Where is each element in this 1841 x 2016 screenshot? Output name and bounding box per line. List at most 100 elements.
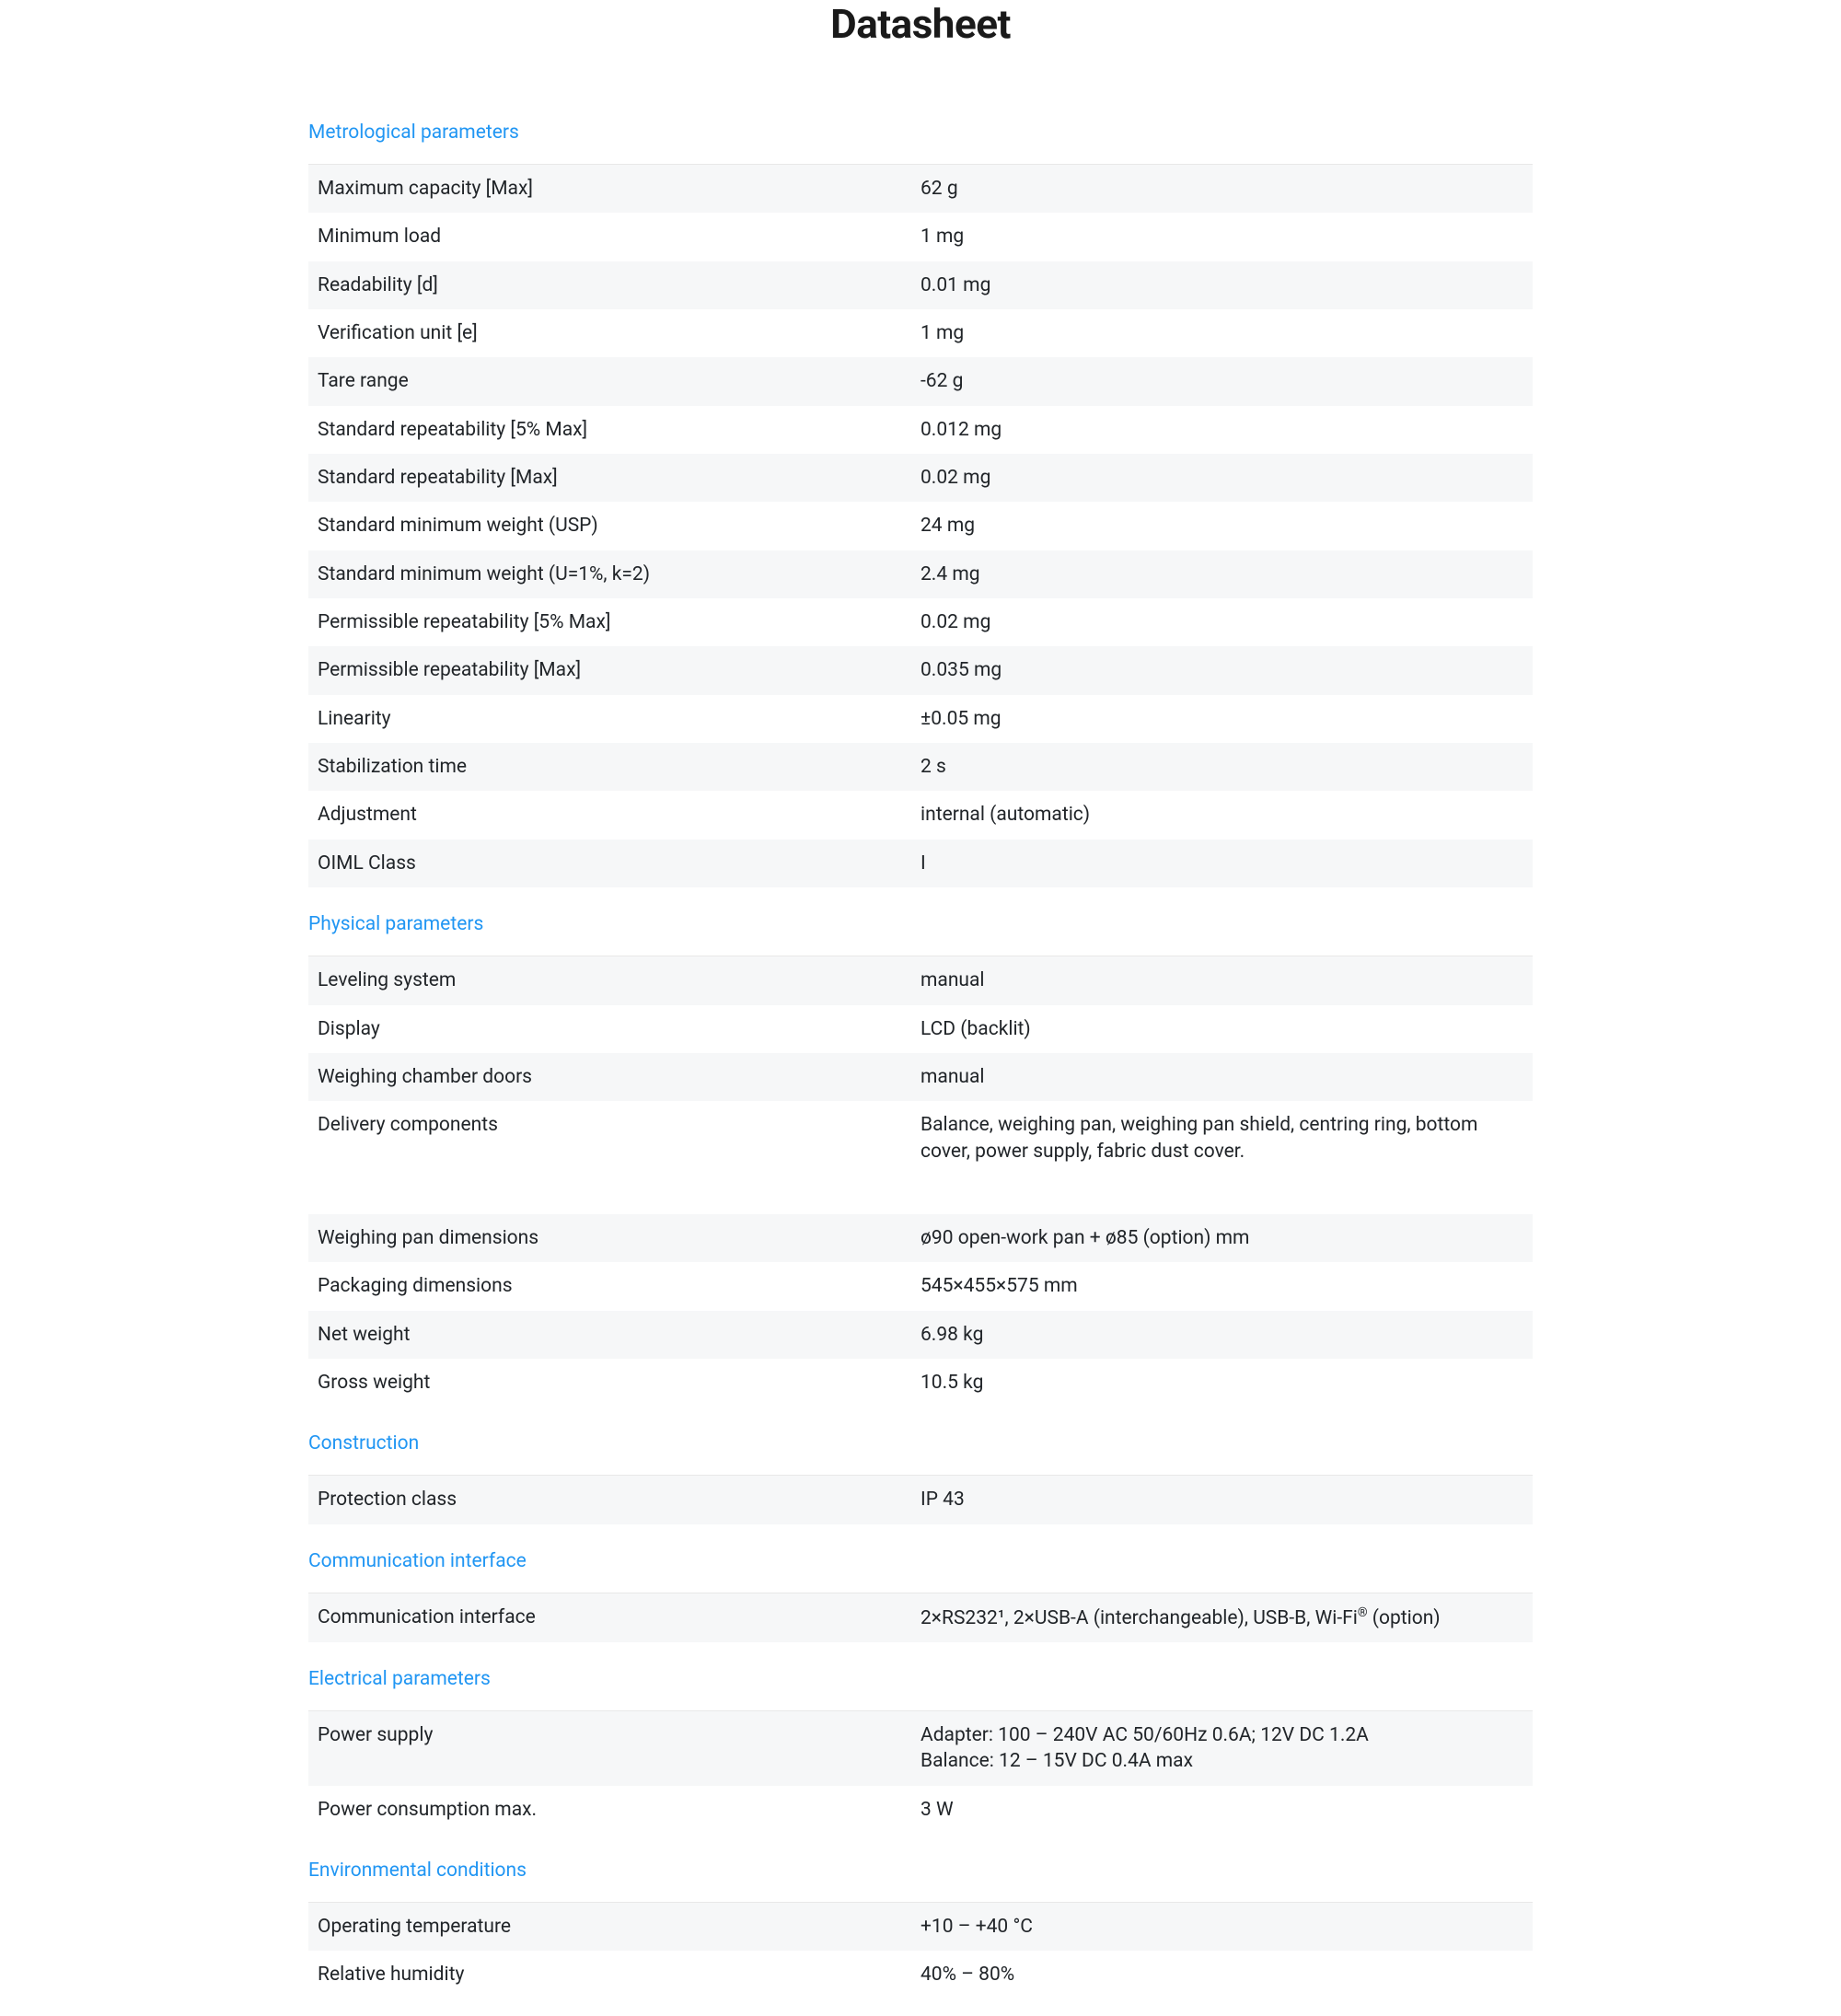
spec-value: 24 mg (920, 502, 1533, 550)
section-gap (308, 1192, 1533, 1214)
section-header: Construction (308, 1423, 1533, 1476)
table-row: Net weight6.98 kg (308, 1311, 1533, 1359)
table-row: OIML ClassI (308, 840, 1533, 887)
table-row: Weighing chamber doorsmanual (308, 1053, 1533, 1101)
table-row: Adjustmentinternal (automatic) (308, 791, 1533, 839)
spec-table: Maximum capacity [Max]62 gMinimum load1 … (308, 165, 1533, 887)
spec-label: Net weight (308, 1311, 920, 1359)
spec-value: 40% – 80% (920, 1951, 1533, 1999)
table-row: Tare range-62 g (308, 357, 1533, 405)
spec-table: Leveling systemmanualDisplayLCD (backlit… (308, 956, 1533, 1176)
table-row: Power consumption max.3 W (308, 1786, 1533, 1834)
spec-label: Relative humidity (308, 1951, 920, 1999)
spec-label: Tare range (308, 357, 920, 405)
spec-label: Standard minimum weight (USP) (308, 502, 920, 550)
spec-value: 0.035 mg (920, 646, 1533, 694)
table-row: Delivery componentsBalance, weighing pan… (308, 1101, 1533, 1176)
spec-value: 1 mg (920, 309, 1533, 357)
spec-label: Packaging dimensions (308, 1262, 920, 1310)
section-block: Communication interfaceCommunication int… (308, 1541, 1533, 1642)
section-header: Metrological parameters (308, 112, 1533, 165)
spec-value: internal (automatic) (920, 791, 1533, 839)
section-block: Electrical parametersPower supplyAdapter… (308, 1659, 1533, 1834)
table-row: DisplayLCD (backlit) (308, 1005, 1533, 1053)
section-block: Metrological parametersMaximum capacity … (308, 112, 1533, 887)
spec-label: Verification unit [e] (308, 309, 920, 357)
spec-table: Communication interface2×RS232¹, 2×USB-A… (308, 1593, 1533, 1642)
table-row: Operating temperature+10 – +40 °C (308, 1903, 1533, 1951)
spec-label: Standard repeatability [Max] (308, 454, 920, 502)
spec-value: 545×455×575 mm (920, 1262, 1533, 1310)
spec-label: Minimum load (308, 213, 920, 261)
spec-label: Display (308, 1005, 920, 1053)
spec-label: Permissible repeatability [5% Max] (308, 598, 920, 646)
table-row: Maximum capacity [Max]62 g (308, 165, 1533, 213)
spec-value: 0.02 mg (920, 598, 1533, 646)
spec-table: Weighing pan dimensionsø90 open-work pan… (308, 1214, 1533, 1407)
spec-label: Operating temperature (308, 1903, 920, 1951)
spec-label: Readability [d] (308, 261, 920, 309)
spec-value: I (920, 840, 1533, 887)
table-row: Verification unit [e]1 mg (308, 309, 1533, 357)
spec-label: Maximum capacity [Max] (308, 165, 920, 213)
section-block: Environmental conditionsOperating temper… (308, 1850, 1533, 1999)
table-row: Permissible repeatability [Max]0.035 mg (308, 646, 1533, 694)
spec-table: Protection classIP 43 (308, 1476, 1533, 1524)
spec-value: 1 mg (920, 213, 1533, 261)
table-row: Gross weight10.5 kg (308, 1359, 1533, 1407)
section-header: Physical parameters (308, 904, 1533, 956)
spec-value: +10 – +40 °C (920, 1903, 1533, 1951)
table-row: Standard minimum weight (USP)24 mg (308, 502, 1533, 550)
spec-label: Communication interface (308, 1593, 920, 1642)
spec-value: Adapter: 100 – 240V AC 50/60Hz 0.6A; 12V… (920, 1711, 1533, 1786)
spec-value: 6.98 kg (920, 1311, 1533, 1359)
spec-value: LCD (backlit) (920, 1005, 1533, 1053)
spec-label: Standard repeatability [5% Max] (308, 406, 920, 454)
section-block: Weighing pan dimensionsø90 open-work pan… (308, 1192, 1533, 1407)
table-row: Packaging dimensions545×455×575 mm (308, 1262, 1533, 1310)
table-row: Weighing pan dimensionsø90 open-work pan… (308, 1214, 1533, 1262)
page-title: Datasheet (308, 0, 1533, 48)
spec-value: -62 g (920, 357, 1533, 405)
spec-label: Stabilization time (308, 743, 920, 791)
table-row: Leveling systemmanual (308, 956, 1533, 1004)
spec-label: Adjustment (308, 791, 920, 839)
spec-label: Weighing pan dimensions (308, 1214, 920, 1262)
spec-table: Operating temperature+10 – +40 °CRelativ… (308, 1903, 1533, 1999)
spec-label: Delivery components (308, 1101, 920, 1176)
spec-table: Power supplyAdapter: 100 – 240V AC 50/60… (308, 1711, 1533, 1834)
spec-value: 2 s (920, 743, 1533, 791)
section-header: Environmental conditions (308, 1850, 1533, 1903)
spec-label: Leveling system (308, 956, 920, 1004)
spec-label: Power supply (308, 1711, 920, 1786)
spec-value: 0.02 mg (920, 454, 1533, 502)
spec-label: Power consumption max. (308, 1786, 920, 1834)
table-row: Protection classIP 43 (308, 1476, 1533, 1524)
table-row: Standard repeatability [5% Max]0.012 mg (308, 406, 1533, 454)
section-header: Electrical parameters (308, 1659, 1533, 1711)
section-header: Communication interface (308, 1541, 1533, 1593)
spec-label: Protection class (308, 1476, 920, 1524)
table-row: Communication interface2×RS232¹, 2×USB-A… (308, 1593, 1533, 1642)
spec-value: manual (920, 1053, 1533, 1101)
spec-label: Permissible repeatability [Max] (308, 646, 920, 694)
spec-value: 0.012 mg (920, 406, 1533, 454)
table-row: Linearity±0.05 mg (308, 695, 1533, 743)
table-row: Minimum load1 mg (308, 213, 1533, 261)
spec-label: Standard minimum weight (U=1%, k=2) (308, 550, 920, 598)
section-block: ConstructionProtection classIP 43 (308, 1423, 1533, 1524)
spec-value: ±0.05 mg (920, 695, 1533, 743)
spec-value: Balance, weighing pan, weighing pan shie… (920, 1101, 1533, 1176)
spec-value: manual (920, 956, 1533, 1004)
table-row: Stabilization time2 s (308, 743, 1533, 791)
spec-label: Weighing chamber doors (308, 1053, 920, 1101)
spec-value: ø90 open-work pan + ø85 (option) mm (920, 1214, 1533, 1262)
spec-value: IP 43 (920, 1476, 1533, 1524)
spec-label: Gross weight (308, 1359, 920, 1407)
spec-value: 3 W (920, 1786, 1533, 1834)
spec-value: 0.01 mg (920, 261, 1533, 309)
spec-value: 62 g (920, 165, 1533, 213)
spec-label: Linearity (308, 695, 920, 743)
table-row: Permissible repeatability [5% Max]0.02 m… (308, 598, 1533, 646)
table-row: Relative humidity40% – 80% (308, 1951, 1533, 1999)
